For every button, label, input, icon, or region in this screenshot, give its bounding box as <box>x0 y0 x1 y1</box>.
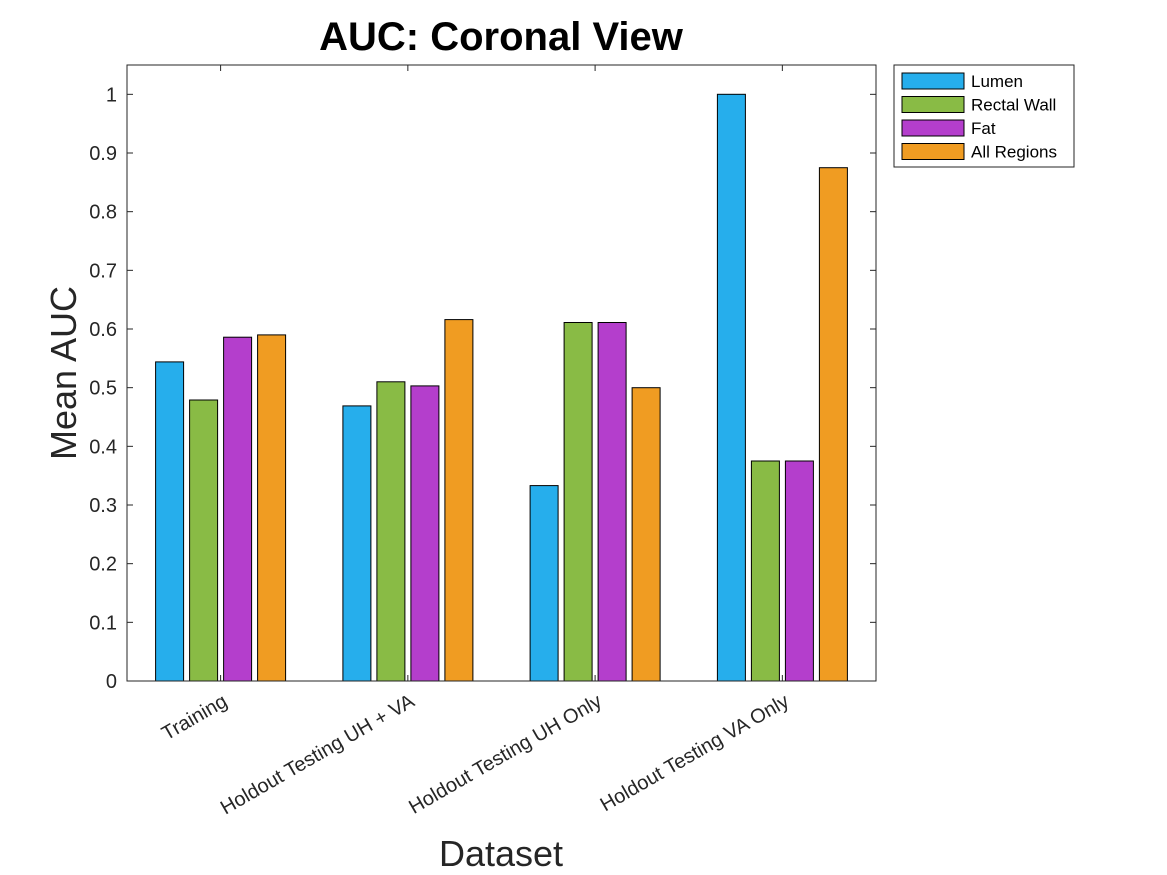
bar-fat-2 <box>410 385 440 682</box>
y-tick-label: 0.6 <box>89 319 117 341</box>
bar-all-regions-3 <box>631 387 661 682</box>
bar-rectal-wall-1 <box>189 399 219 682</box>
y-tick-label: 0.1 <box>89 612 117 634</box>
plot-area-frame <box>126 64 877 682</box>
bar-rectal-wall-4 <box>750 460 780 682</box>
legend-label-lumen: Lumen <box>971 72 1023 91</box>
x-axis-title: Dataset <box>439 833 563 874</box>
bar-all-regions-4 <box>818 167 848 682</box>
y-tick-label: 0.3 <box>89 495 117 517</box>
y-axis: 0 0.1 0.2 0.3 0.4 0.5 0.6 0.7 0.8 0.9 1 <box>89 84 876 693</box>
legend-swatch-all-regions <box>901 143 965 160</box>
y-tick-label: 0.8 <box>89 202 117 224</box>
x-tick-label: Holdout Testing VA Only <box>597 690 793 816</box>
bar-rectal-wall-2 <box>376 381 406 682</box>
legend-label-rectal-wall: Rectal Wall <box>971 96 1056 115</box>
bar-fat-4 <box>784 460 814 682</box>
y-tick-label: 1 <box>106 84 117 106</box>
y-tick-label: 0.5 <box>89 378 117 400</box>
bar-fat-1 <box>223 336 253 682</box>
legend-swatch-rectal-wall <box>901 96 965 113</box>
y-tick-label: 0.7 <box>89 260 117 282</box>
y-tick-label: 0.2 <box>89 554 117 576</box>
bar-lumen-2 <box>342 405 372 682</box>
bar-all-regions-1 <box>257 334 287 682</box>
x-tick-label: Training <box>158 690 231 745</box>
x-tick-label: Holdout Testing UH Only <box>405 690 605 818</box>
bar-fat-3 <box>597 322 627 682</box>
bar-rectal-wall-3 <box>563 322 593 682</box>
legend: Lumen Rectal Wall Fat All Regions <box>893 64 1075 168</box>
bar-lumen-3 <box>529 485 559 682</box>
bar-lumen-1 <box>155 361 185 682</box>
y-tick-label: 0.9 <box>89 143 117 165</box>
y-tick-label: 0.4 <box>89 436 117 458</box>
y-tick-label: 0 <box>106 671 117 693</box>
bar-lumen-4 <box>716 93 746 682</box>
legend-swatch-lumen <box>901 72 965 90</box>
bars-layer <box>155 93 848 682</box>
legend-label-fat: Fat <box>971 119 996 138</box>
legend-swatch-fat <box>901 119 965 137</box>
x-tick-label: Holdout Testing UH + VA <box>217 690 419 819</box>
chart-title: AUC: Coronal View <box>319 15 684 59</box>
legend-label-all-regions: All Regions <box>971 143 1057 162</box>
bar-all-regions-2 <box>444 319 474 682</box>
y-axis-title: Mean AUC <box>43 286 84 460</box>
